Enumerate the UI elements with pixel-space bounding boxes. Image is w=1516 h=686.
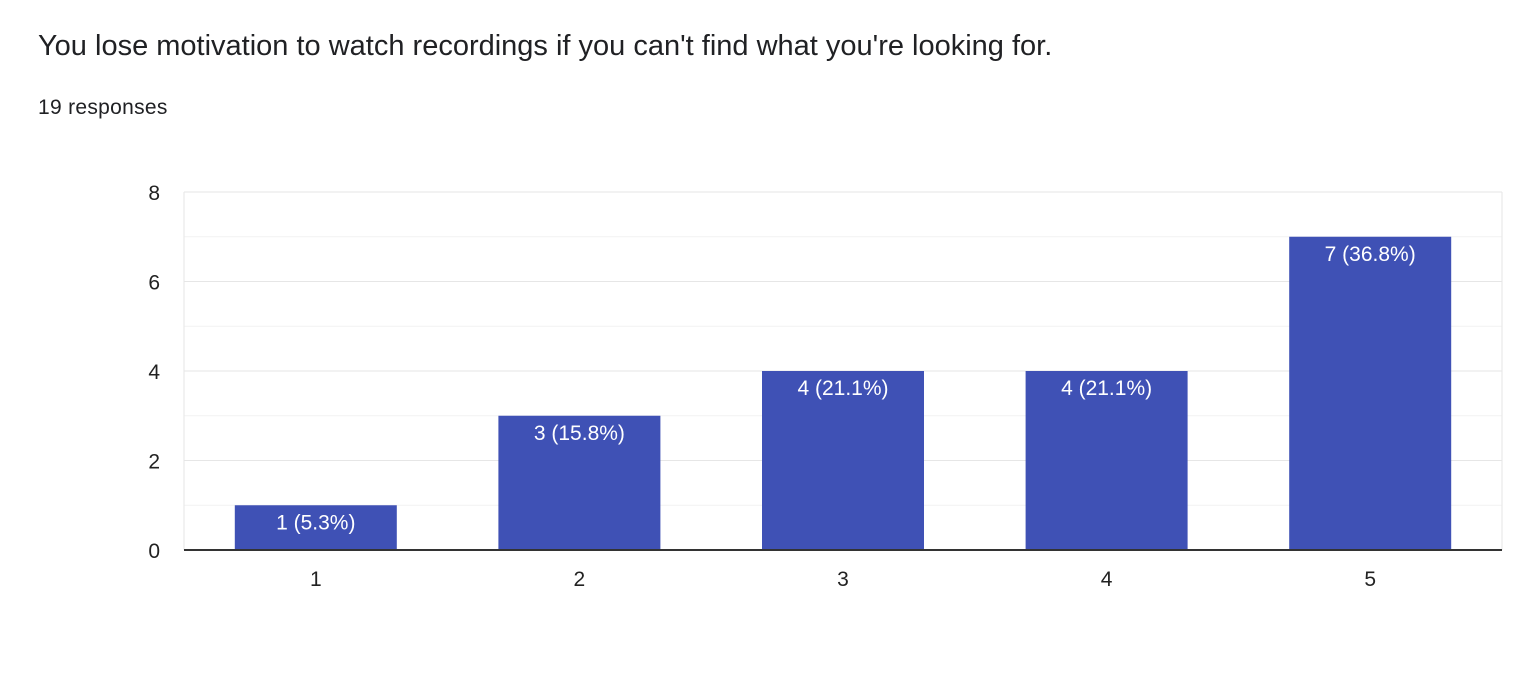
x-tick-label: 5 — [1364, 568, 1376, 591]
bar — [234, 505, 397, 550]
question-title: You lose motivation to watch recordings … — [38, 30, 1053, 62]
bar-data-label: 3 (15.8%) — [534, 422, 625, 445]
y-tick-label: 2 — [148, 451, 160, 474]
bar-data-label: 1 (5.3%) — [276, 511, 355, 534]
x-tick-label: 1 — [310, 568, 322, 591]
bar — [498, 415, 661, 550]
response-count: 19 responses — [38, 96, 168, 119]
bar — [1289, 236, 1452, 550]
x-tick-label: 4 — [1101, 568, 1113, 591]
y-axis-ticks: 0 2 4 6 8 — [148, 182, 160, 563]
y-tick-label: 8 — [148, 182, 160, 205]
bar — [762, 371, 924, 550]
bar — [1025, 371, 1188, 550]
x-axis-ticks: 1 2 3 4 5 — [310, 568, 1376, 591]
bar-data-label: 4 (21.1%) — [1061, 377, 1152, 400]
y-tick-label: 4 — [148, 361, 160, 384]
y-tick-label: 6 — [148, 272, 160, 295]
y-tick-label: 0 — [148, 540, 160, 563]
bars: 1 (5.3%) 3 (15.8%) 4 (21.1%) 4 (21.1%) 7 (36… — [234, 236, 1452, 550]
x-tick-label: 2 — [574, 568, 586, 591]
bar-data-label: 4 (21.1%) — [797, 377, 888, 400]
bar-data-label: 7 (36.8%) — [1325, 243, 1416, 266]
x-tick-label: 3 — [837, 568, 849, 591]
